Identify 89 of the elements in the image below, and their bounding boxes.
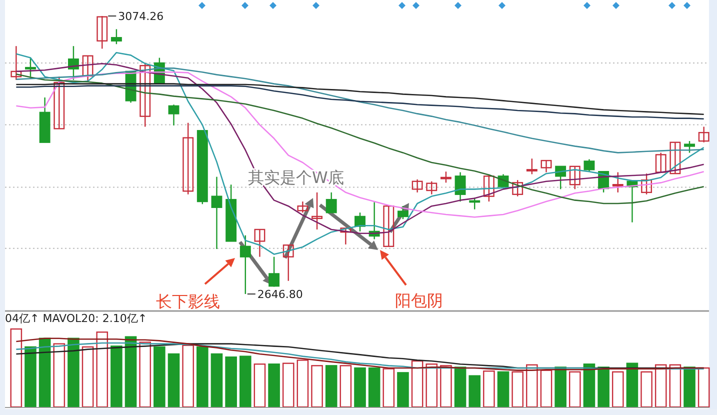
candlestick <box>383 205 394 247</box>
bar <box>354 367 366 408</box>
bar <box>684 366 696 408</box>
bar <box>540 370 552 408</box>
candlestick <box>182 122 194 195</box>
candlestick <box>82 55 94 82</box>
candlestick <box>426 180 438 195</box>
bar <box>168 353 180 408</box>
annotation: 3074.26 <box>118 10 164 23</box>
bar <box>38 338 51 408</box>
bar <box>526 364 538 408</box>
bar <box>640 371 652 408</box>
annotation: 长下影线 <box>156 292 220 311</box>
bar <box>110 346 122 408</box>
bar <box>568 371 581 408</box>
bar <box>468 375 481 408</box>
bar <box>139 342 152 408</box>
candlestick <box>254 228 266 258</box>
annotation: 阳包阴 <box>395 291 443 310</box>
candlestick <box>326 192 337 214</box>
candlestick <box>211 176 222 250</box>
candlestick <box>698 126 710 143</box>
bar <box>397 372 409 408</box>
bar <box>196 346 208 408</box>
bar <box>182 344 194 408</box>
bar <box>554 366 566 408</box>
candlestick <box>526 158 538 175</box>
candlestick <box>655 152 666 173</box>
chart-title: 04亿↑ MAVOL20: 2.10亿↑ <box>5 312 148 325</box>
bar <box>254 364 266 408</box>
bar <box>325 365 338 408</box>
candlestick <box>297 200 308 214</box>
candlestick <box>512 179 524 197</box>
bar <box>497 371 510 408</box>
candlestick <box>168 104 180 126</box>
bar <box>96 332 108 408</box>
bar <box>311 365 323 408</box>
bar <box>340 365 352 408</box>
candlestick <box>312 192 322 230</box>
bar <box>268 364 280 408</box>
candlestick <box>340 228 352 246</box>
bar <box>698 367 710 408</box>
candlestick <box>569 166 580 190</box>
bar <box>626 362 638 408</box>
bar <box>368 367 380 408</box>
bar <box>483 370 495 408</box>
bar <box>68 338 80 408</box>
bar <box>654 364 667 408</box>
bar <box>24 346 36 408</box>
candlestick <box>483 176 494 202</box>
candlestick <box>684 140 695 154</box>
bar <box>382 368 395 408</box>
candlestick <box>68 45 79 81</box>
candlestick <box>282 244 294 282</box>
candlestick <box>641 172 652 195</box>
candlestick <box>454 172 466 202</box>
bar <box>225 356 237 408</box>
candlestick <box>540 160 552 173</box>
bar <box>53 343 66 408</box>
candlestick <box>584 158 595 172</box>
bar <box>612 371 624 408</box>
bar <box>210 353 223 408</box>
annotation: 2646.80 <box>257 288 303 301</box>
bar <box>583 364 596 408</box>
candlestick <box>140 63 151 128</box>
bar <box>282 362 294 408</box>
candlestick <box>440 171 452 184</box>
candlestick <box>670 142 681 174</box>
candlestick <box>110 28 122 45</box>
bar <box>124 336 137 408</box>
candlestick <box>612 172 624 194</box>
bar <box>82 346 94 408</box>
candlestick <box>96 15 108 50</box>
bar <box>440 365 452 408</box>
bar <box>296 360 309 408</box>
bar <box>454 366 466 408</box>
candlestick <box>25 57 36 78</box>
candlestick <box>412 178 423 194</box>
bar <box>426 364 438 408</box>
bar <box>512 371 524 408</box>
bar <box>669 364 682 408</box>
bar <box>598 366 610 408</box>
bar <box>154 346 166 408</box>
bar <box>411 360 424 408</box>
bar <box>10 328 22 408</box>
bar <box>239 356 252 408</box>
candlestick <box>268 256 280 288</box>
candlestick <box>10 45 22 81</box>
candlestick <box>54 76 65 130</box>
